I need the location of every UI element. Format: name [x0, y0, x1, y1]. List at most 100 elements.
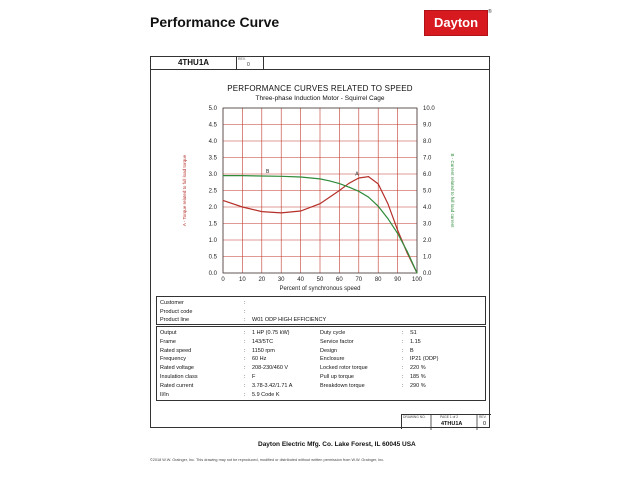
spec-value: 1 HP (0.75 kW) [252, 330, 290, 336]
data-point-b [280, 175, 282, 177]
spec-label: Service factor [320, 338, 354, 345]
spec-value: 60 Hz [252, 356, 267, 363]
spec-colon: : [402, 356, 404, 363]
data-point-a [222, 199, 224, 201]
model-row: 4THU1A REV. 0 [151, 57, 489, 70]
dayton-logo: Dayton [424, 10, 488, 36]
data-point-a [329, 196, 331, 198]
spec-value: W01 ODP HIGH EFFICIENCY [252, 317, 327, 323]
y-left-tick-label: 2.0 [209, 205, 218, 211]
footer-rev-label: REV. [479, 415, 487, 419]
y-right-tick-label: 2.0 [423, 238, 432, 244]
spec-value: F [252, 374, 256, 380]
spec-value: 208-230/460 V [252, 365, 289, 372]
spec-colon: : [244, 300, 246, 306]
spec-colon: : [244, 317, 246, 323]
x-tick-label: 50 [317, 277, 324, 283]
data-point-a [319, 203, 321, 205]
y-right-tick-label: 1.0 [423, 255, 432, 261]
x-tick-label: 40 [297, 277, 304, 283]
spec-colon: : [244, 356, 246, 363]
data-point-a [348, 182, 350, 184]
data-point-b [416, 272, 418, 274]
rev-box: REV. 0 [236, 57, 264, 69]
spec-label: Customer [160, 300, 184, 306]
data-point-a [241, 206, 243, 208]
chart-title: PERFORMANCE CURVES RELATED TO SPEED [227, 84, 413, 93]
series-line-a [222, 175, 418, 274]
spec-value: B [410, 347, 414, 354]
spec-colon: : [402, 347, 404, 354]
x-tick-label: 90 [394, 277, 401, 283]
data-point-b [338, 183, 340, 185]
data-point-b [300, 176, 302, 178]
data-point-b [368, 196, 369, 198]
y-right-tick-label: 8.0 [423, 139, 432, 145]
spec-label: Product code [160, 308, 193, 315]
y-left-tick-label: 4.0 [209, 139, 218, 145]
x-tick-label: 60 [336, 277, 343, 283]
x-tick-label: 30 [278, 277, 285, 283]
spec-label: Rated speed [160, 347, 192, 354]
data-point-b [387, 218, 389, 220]
x-tick-label: 80 [375, 277, 382, 283]
x-tick-label: 20 [258, 277, 265, 283]
spec-label: Output [160, 330, 177, 336]
spec-colon: : [402, 330, 404, 336]
data-point-b [358, 190, 360, 192]
data-point-a [387, 203, 389, 205]
spec-label: Rated current [160, 382, 194, 389]
y-left-tick-label: 3.0 [209, 172, 218, 178]
spec-label: Rated voltage [160, 365, 194, 372]
data-point-b [377, 205, 379, 207]
drawing-info-box: DRAWING NO. PAGE 1 of 2 REV. 4THU1A 0 [401, 414, 491, 430]
spec-box: Output:1 HP (0.75 kW) Frame:143/5TC Rated … [156, 326, 486, 401]
y-right-tick-label: 5.0 [423, 189, 432, 195]
y-left-tick-label: 2.5 [209, 189, 218, 195]
spec-label: Enclosure [320, 356, 345, 363]
company-address: Dayton Electric Mfg. Co. Lake Forest, IL… [258, 441, 416, 448]
spec-colon: : [244, 374, 246, 380]
drawing-no: 4THU1A [441, 421, 463, 427]
series-line-b [223, 174, 418, 274]
spec-label: Product line [160, 317, 190, 323]
spec-value: 1150 rpm [252, 347, 275, 354]
footer-rev: 0 [483, 421, 487, 427]
chart-subtitle: Three-phase Induction Motor - Squirrel C… [255, 95, 385, 102]
data-point-b [222, 175, 224, 177]
spec-label: Locked rotor torque [320, 365, 368, 372]
spec-colon: : [244, 330, 246, 336]
spec-label: Insulation class [160, 374, 198, 380]
y-left-tick-label: 3.5 [209, 156, 218, 162]
y-left-tick-label: 5.0 [209, 106, 218, 112]
data-point-b [319, 178, 321, 180]
data-point-a [300, 210, 302, 212]
data-point-a [377, 183, 379, 185]
x-axis-label: Percent of synchronous speed [279, 286, 360, 292]
y-right-axis-label: B - Current related to full load current [450, 153, 455, 228]
data-point-b [348, 186, 350, 188]
performance-chart: 0 10 20 30 40 50 60 70 80 90 1000.00.51.01.52.02.5… [182, 106, 455, 292]
x-tick-label: 0 [221, 277, 225, 283]
rev-value: 0 [247, 62, 250, 68]
datasheet: 4THU1A REV. 0 PERFORMANCE CURVES RELATED… [150, 56, 491, 430]
spec-colon: : [244, 382, 246, 389]
data-point-b [329, 180, 331, 182]
series-label-b: B [266, 169, 270, 175]
spec-colon: : [402, 338, 404, 345]
data-point-b [261, 175, 263, 177]
data-point-b [241, 175, 243, 177]
rev-label: REV. [238, 57, 246, 61]
spec-colon: : [244, 347, 246, 354]
spec-colon: : [402, 374, 404, 380]
y-left-tick-label: 4.5 [209, 123, 218, 129]
spec-value: 290 % [410, 382, 426, 389]
y-left-axis-label: A - Torque related to full load torque [182, 154, 187, 226]
spec-value: 5.9 Code K [252, 391, 280, 398]
spec-value: IP21 (ODP) [410, 356, 439, 363]
plot-frame [222, 107, 418, 274]
spec-value: 185 % [410, 374, 426, 380]
spec-label: Duty cycle [320, 330, 346, 336]
spec-label: Design [320, 347, 338, 354]
spec-colon: : [244, 338, 246, 345]
